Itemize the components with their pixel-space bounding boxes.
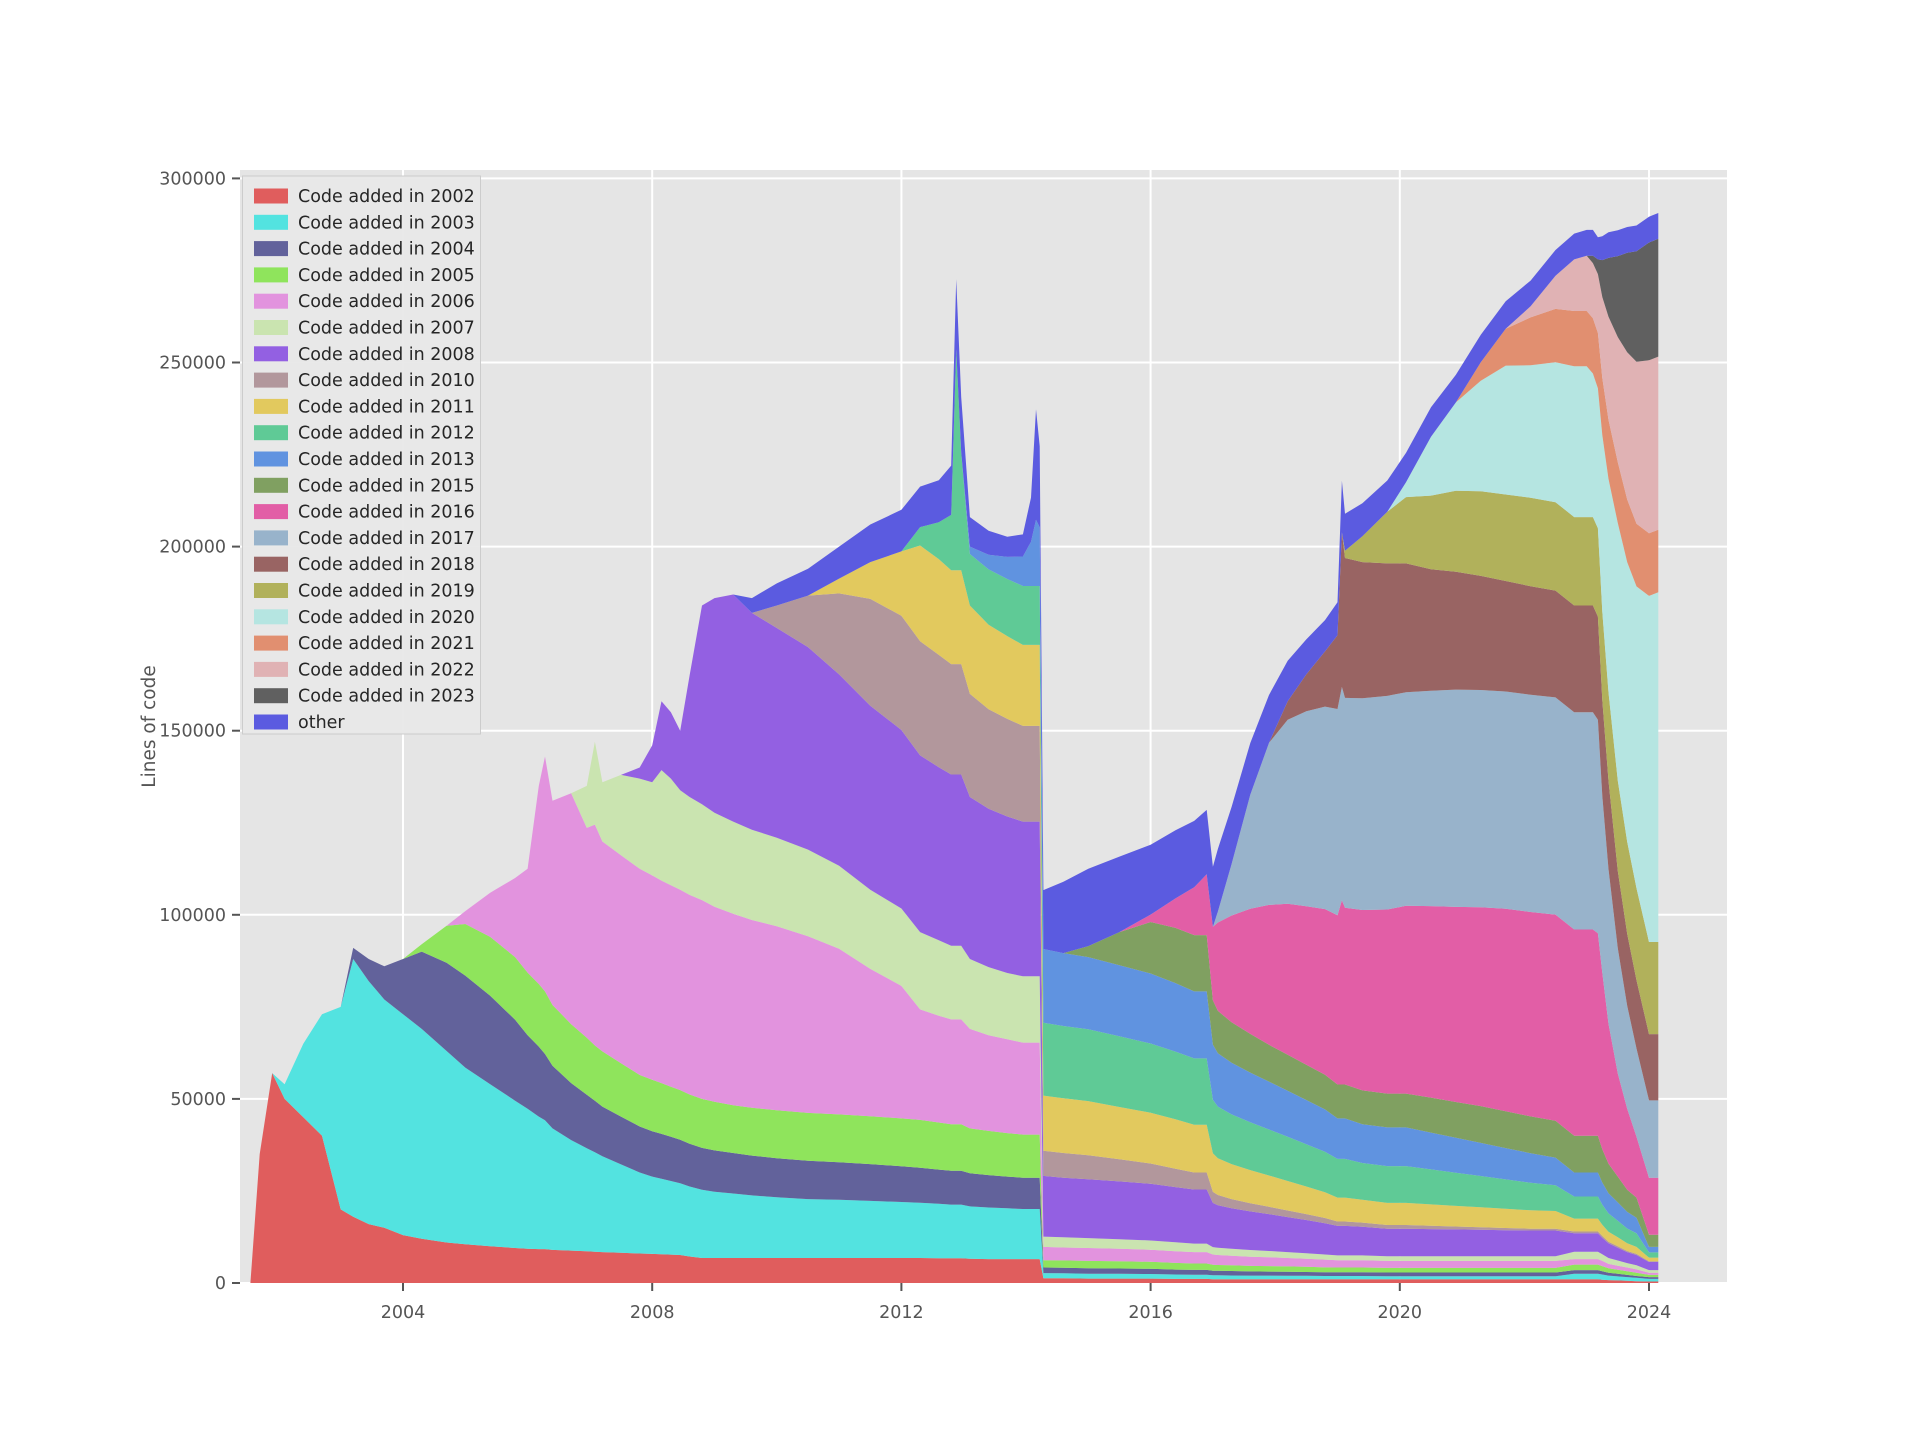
legend-item: Code added in 2023 [254,687,475,707]
legend-item: Code added in 2005 [254,266,475,286]
legend-swatch-icon [254,714,288,730]
area-code-added-in-2002 [250,1073,1659,1283]
y-tick-label: 300000 [159,169,226,189]
area-code-added-in-2007 [250,741,1659,1283]
legend-item: other [254,713,345,733]
legend-item: Code added in 2011 [254,397,475,417]
legend-swatch-icon [254,504,288,520]
legend-label: Code added in 2023 [298,687,475,707]
legend-swatch-icon [254,293,288,309]
legend-label: Code added in 2010 [298,371,475,391]
legend-item: Code added in 2013 [254,450,475,470]
legend-item: Code added in 2006 [254,292,475,312]
stacked-areas [250,213,1659,1284]
legend-label: Code added in 2005 [298,266,475,286]
legend-swatch-icon [254,583,288,598]
legend-swatch-icon [254,372,288,388]
legend-item: Code added in 2019 [254,582,475,602]
legend-item: Code added in 2016 [254,503,475,523]
legend-item: Code added in 2002 [254,187,475,207]
legend-swatch-icon [254,398,288,414]
area-code-added-in-2017 [250,349,1659,1283]
area-code-added-in-2020 [250,349,1659,1283]
legend-label: Code added in 2002 [298,187,475,207]
legend-item: Code added in 2010 [254,371,475,391]
legend-swatch-icon [254,635,288,651]
area-code-added-in-2003 [250,959,1659,1283]
x-tick-label: 2012 [879,1303,924,1323]
legend-swatch-icon [254,661,288,677]
legend-item: Code added in 2008 [254,345,475,365]
legend-label: Code added in 2016 [298,503,475,523]
x-tick-label: 2004 [381,1303,426,1323]
legend-swatch-icon [254,477,288,493]
legend-swatch-icon [254,267,288,283]
area-code-added-in-2004 [250,947,1659,1283]
legend-item: Code added in 2017 [254,529,475,549]
legend-swatch-icon [254,188,288,204]
area-code-added-in-2008 [250,594,1659,1283]
legend-item: Code added in 2004 [254,240,475,260]
x-tick-label: 2016 [1128,1303,1173,1323]
area-code-added-in-2016 [250,349,1659,1283]
legend-label: other [298,713,345,733]
legend: Code added in 2002 Code added in 2003 Code… [242,175,481,735]
legend-swatch-icon [254,556,288,572]
legend-swatch-icon [254,425,288,441]
legend-label: Code added in 2017 [298,529,475,549]
y-tick-label: 150000 [159,722,226,742]
legend-item: Code added in 2003 [254,213,475,233]
legend-swatch-icon [254,530,288,546]
legend-label: Code added in 2008 [298,345,475,365]
y-tick-label: 100000 [159,906,226,926]
area-code-added-in-2006 [250,756,1659,1283]
legend-label: Code added in 2018 [298,555,475,575]
y-tick-label: 50000 [170,1090,226,1110]
y-tick-label: 250000 [159,354,226,374]
legend-item: Code added in 2022 [254,660,475,680]
legend-item: Code added in 2021 [254,634,475,654]
legend-item: Code added in 2018 [254,555,475,575]
axes: 0 50000 100000 150000 200000 250000 300000 2004… [159,169,1671,1323]
legend-label: Code added in 2003 [298,213,475,233]
legend-item: Code added in 2020 [254,608,475,628]
y-tick-label: 0 [215,1274,226,1294]
legend-label: Code added in 2011 [298,397,475,417]
legend-label: Code added in 2015 [298,476,475,496]
legend-swatch-icon [254,346,288,362]
legend-label: Code added in 2020 [298,608,475,628]
legend-item: Code added in 2007 [254,319,475,339]
legend-label: Code added in 2021 [298,634,475,654]
legend-label: Code added in 2022 [298,660,475,680]
y-tick-label: 200000 [159,538,226,558]
legend-swatch-icon [254,214,288,230]
x-tick-label: 2008 [630,1303,675,1323]
legend-swatch-icon [254,609,288,625]
x-tick-label: 2020 [1378,1303,1423,1323]
legend-label: Code added in 2012 [298,424,475,444]
y-axis-label: Lines of code [139,665,160,787]
legend-label: Code added in 2019 [298,582,475,602]
legend-swatch-icon [254,241,288,257]
legend-label: Code added in 2007 [298,319,475,339]
area-code-added-in-2012 [250,349,1659,1283]
legend-label: Code added in 2013 [298,450,475,470]
legend-swatch-icon [254,320,288,335]
legend-label: Code added in 2004 [298,240,475,260]
legend-item: Code added in 2015 [254,476,475,496]
legend-swatch-icon [254,688,288,704]
legend-item: Code added in 2012 [254,424,475,444]
legend-swatch-icon [254,451,288,467]
legend-label: Code added in 2006 [298,292,475,312]
area-code-added-in-2010 [250,593,1659,1283]
x-tick-label: 2024 [1627,1303,1672,1323]
